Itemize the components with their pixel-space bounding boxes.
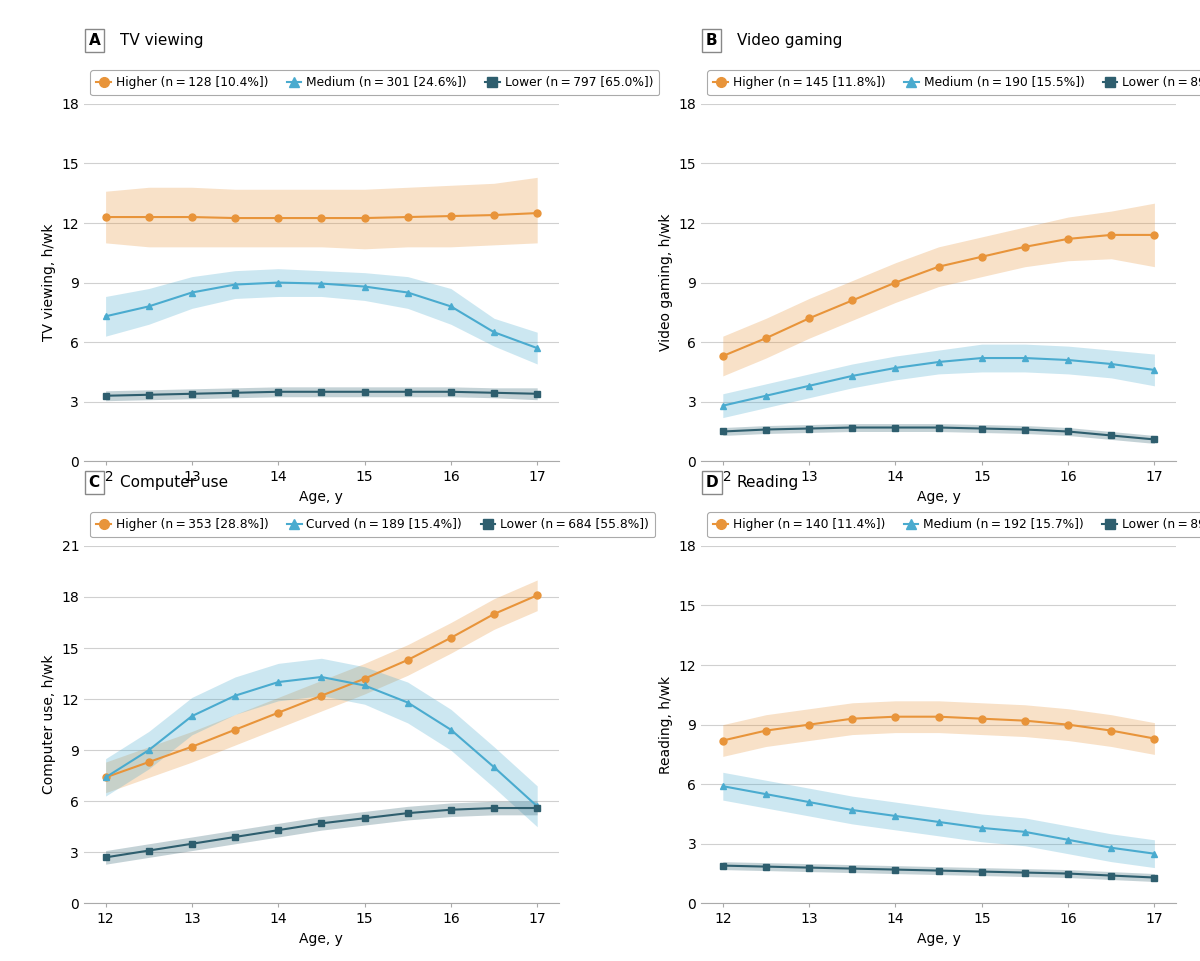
X-axis label: Age, y: Age, y: [300, 932, 343, 946]
Legend: Higher (n = 145 [11.8%]), Medium (n = 190 [15.5%]), Lower (n = 891 [72.7%]): Higher (n = 145 [11.8%]), Medium (n = 19…: [707, 70, 1200, 95]
Text: TV viewing: TV viewing: [120, 33, 203, 48]
Legend: Higher (n = 128 [10.4%]), Medium (n = 301 [24.6%]), Lower (n = 797 [65.0%]): Higher (n = 128 [10.4%]), Medium (n = 30…: [90, 70, 659, 95]
Text: Video gaming: Video gaming: [737, 33, 842, 48]
X-axis label: Age, y: Age, y: [300, 490, 343, 504]
Legend: Higher (n = 140 [11.4%]), Medium (n = 192 [15.7%]), Lower (n = 894 [72.9%]): Higher (n = 140 [11.4%]), Medium (n = 19…: [707, 512, 1200, 537]
Text: D: D: [706, 475, 719, 490]
X-axis label: Age, y: Age, y: [917, 932, 960, 946]
Text: C: C: [89, 475, 100, 490]
Text: B: B: [706, 33, 718, 48]
Y-axis label: Computer use, h/wk: Computer use, h/wk: [42, 654, 56, 795]
Y-axis label: Reading, h/wk: Reading, h/wk: [659, 676, 673, 774]
X-axis label: Age, y: Age, y: [917, 490, 960, 504]
Y-axis label: TV viewing, h/wk: TV viewing, h/wk: [42, 224, 56, 341]
Text: Reading: Reading: [737, 475, 799, 490]
Text: A: A: [89, 33, 101, 48]
Y-axis label: Video gaming, h/wk: Video gaming, h/wk: [659, 214, 673, 352]
Text: Computer use: Computer use: [120, 475, 228, 490]
Legend: Higher (n = 353 [28.8%]), Curved (n = 189 [15.4%]), Lower (n = 684 [55.8%]): Higher (n = 353 [28.8%]), Curved (n = 18…: [90, 512, 655, 537]
